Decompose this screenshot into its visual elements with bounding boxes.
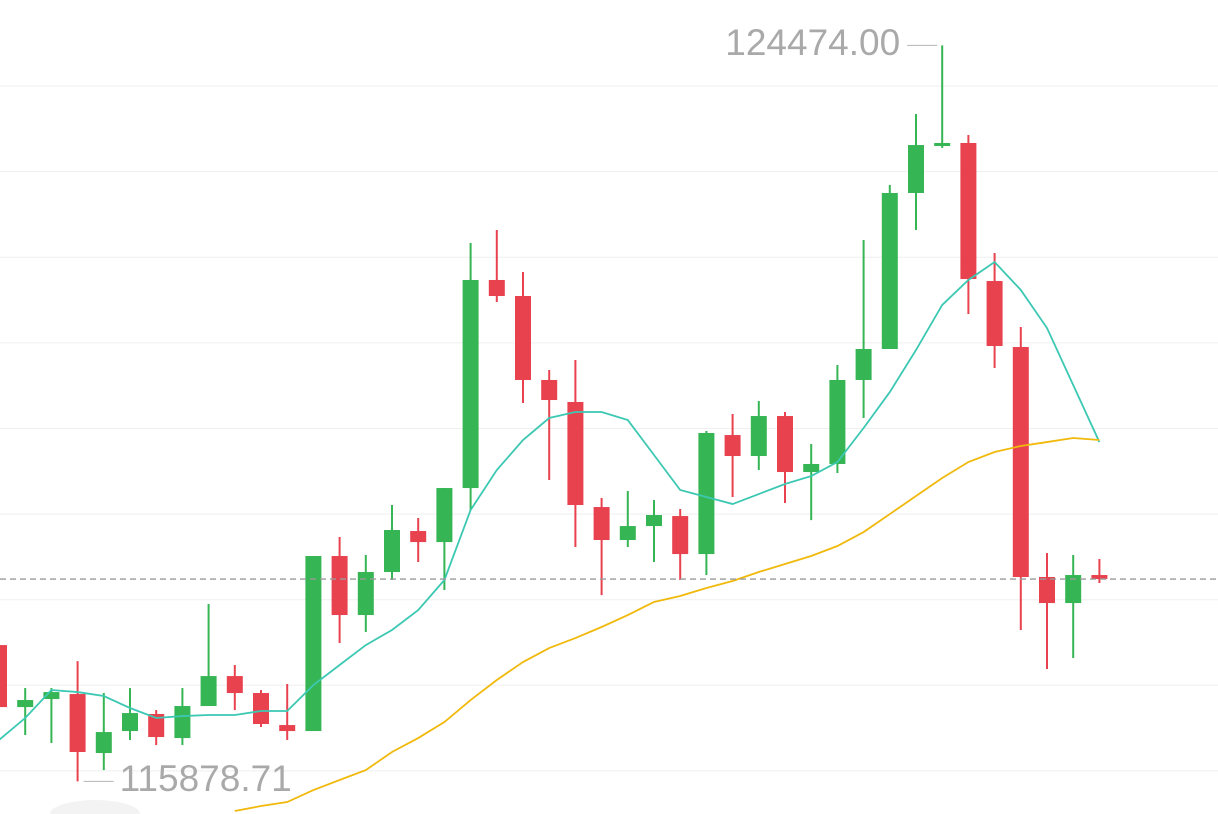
candle-body — [17, 700, 34, 708]
candle-body — [1091, 575, 1108, 580]
candle-body — [777, 416, 793, 473]
candle-body — [750, 416, 767, 457]
candle-body — [541, 379, 558, 401]
annotation-label: 124474.00 — [725, 22, 900, 63]
candle-body — [43, 692, 60, 700]
candle-body — [934, 142, 951, 146]
candle-body — [829, 379, 846, 464]
candle-body — [724, 435, 741, 457]
candle-body — [960, 142, 977, 280]
candle-body — [436, 488, 453, 543]
candle-body — [646, 515, 662, 527]
candle-body — [593, 507, 610, 541]
candle-body — [174, 706, 191, 739]
annotation-label: 115878.71 — [120, 758, 292, 799]
candle-body — [148, 713, 165, 738]
candle-body — [803, 463, 820, 473]
candle-body — [881, 192, 898, 349]
candle-body — [908, 145, 924, 193]
candle-body — [0, 645, 7, 708]
candle-body — [515, 295, 531, 380]
candle-body — [122, 713, 138, 732]
candle-body — [279, 725, 296, 732]
candle-body — [69, 694, 86, 753]
candle-body — [226, 676, 243, 694]
candle-body — [1012, 347, 1029, 578]
candle-body — [95, 732, 112, 754]
moving-average-line — [0, 260, 1101, 741]
candle-body — [253, 693, 269, 725]
candle-body — [331, 556, 348, 616]
decoration — [50, 800, 140, 814]
candle-body — [567, 401, 584, 505]
candle-body — [1039, 577, 1055, 604]
candle-body — [488, 279, 505, 296]
candle-body — [672, 516, 689, 555]
moving-average-line — [234, 437, 1100, 812]
candle-body — [619, 526, 636, 541]
candle-body — [200, 676, 217, 707]
candle-body — [305, 556, 322, 732]
candle-body — [462, 279, 479, 489]
candle-body — [698, 432, 715, 555]
candle-body — [410, 531, 427, 543]
candle-body — [986, 281, 1003, 346]
candle-body — [384, 529, 400, 573]
candle-body — [855, 348, 872, 380]
candle-body — [1065, 575, 1082, 604]
candle-body — [357, 572, 374, 616]
